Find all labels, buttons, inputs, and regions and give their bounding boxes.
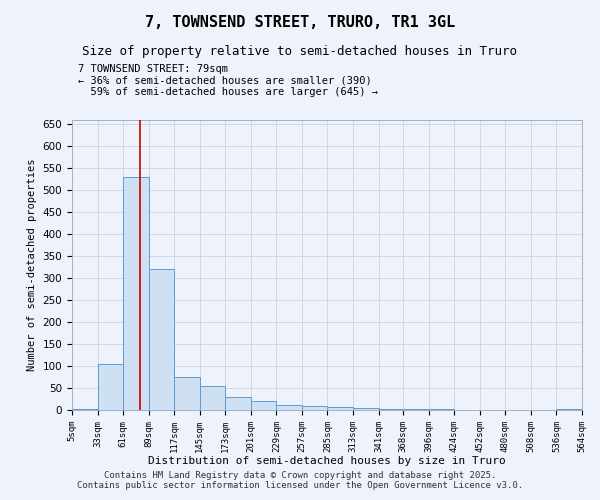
- Bar: [72, 408, 98, 410]
- Bar: [328, 408, 353, 410]
- Text: 7, TOWNSEND STREET, TRURO, TR1 3GL: 7, TOWNSEND STREET, TRURO, TR1 3GL: [145, 15, 455, 30]
- Bar: [98, 364, 123, 410]
- Bar: [149, 270, 174, 410]
- Bar: [200, 386, 225, 410]
- Bar: [379, 408, 403, 410]
- Bar: [174, 377, 200, 410]
- Bar: [123, 177, 149, 410]
- Bar: [429, 409, 454, 410]
- Bar: [556, 409, 582, 410]
- X-axis label: Distribution of semi-detached houses by size in Truro: Distribution of semi-detached houses by …: [148, 456, 506, 466]
- Bar: [353, 408, 379, 410]
- Bar: [251, 401, 277, 410]
- Text: 7 TOWNSEND STREET: 79sqm
← 36% of semi-detached houses are smaller (390)
  59% o: 7 TOWNSEND STREET: 79sqm ← 36% of semi-d…: [78, 64, 378, 97]
- Bar: [302, 406, 328, 410]
- Text: Size of property relative to semi-detached houses in Truro: Size of property relative to semi-detach…: [83, 45, 517, 58]
- Bar: [225, 397, 251, 410]
- Bar: [277, 404, 302, 410]
- Text: Contains HM Land Registry data © Crown copyright and database right 2025.
Contai: Contains HM Land Registry data © Crown c…: [77, 470, 523, 490]
- Y-axis label: Number of semi-detached properties: Number of semi-detached properties: [27, 159, 37, 371]
- Bar: [403, 409, 429, 410]
